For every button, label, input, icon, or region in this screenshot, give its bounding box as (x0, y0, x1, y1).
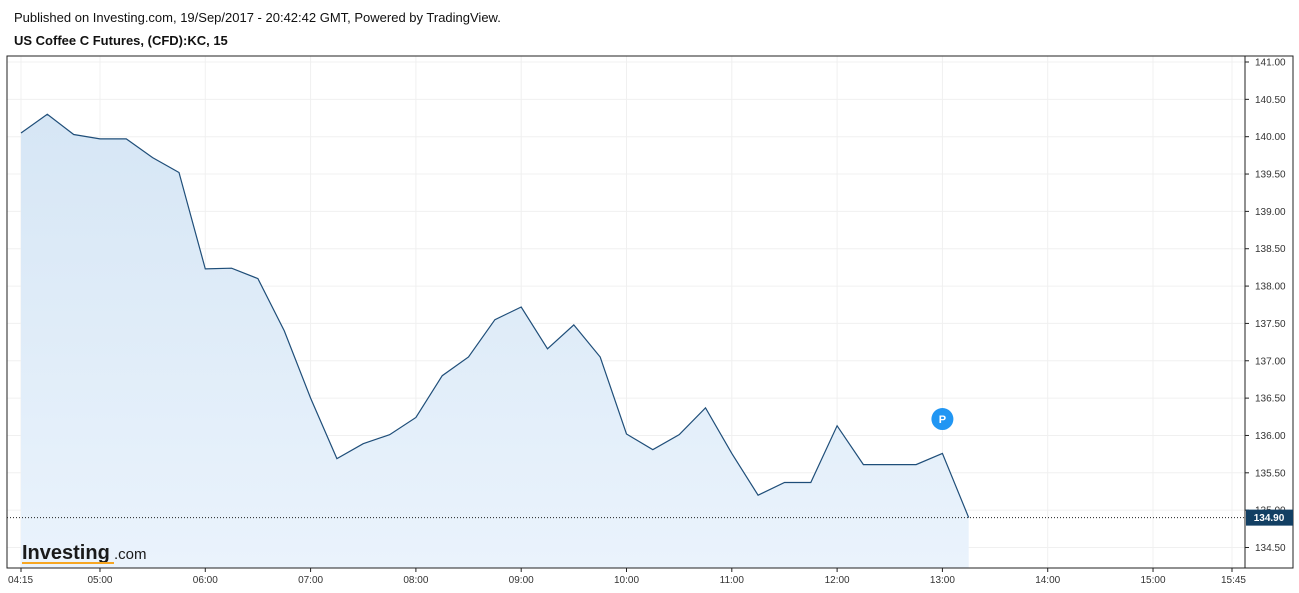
y-tick-label: 136.00 (1255, 431, 1286, 442)
event-marker-icon[interactable]: P (931, 408, 954, 431)
x-tick-label: 09:00 (509, 575, 534, 586)
logo-text: Investing (22, 542, 110, 564)
x-tick-label: 12:00 (825, 575, 850, 586)
x-tick-label: 11:00 (720, 575, 745, 586)
x-tick-label: 08:00 (403, 575, 428, 586)
y-tick-label: 135.50 (1255, 468, 1286, 479)
y-tick-label: 138.50 (1255, 244, 1286, 255)
y-tick-label: 134.50 (1255, 543, 1286, 554)
x-tick-label: 06:00 (193, 575, 218, 586)
y-tick-label: 141.00 (1255, 58, 1286, 69)
chart-title: US Coffee C Futures, (CFD):KC, 15 (14, 33, 228, 48)
x-tick-label: 13:00 (930, 575, 955, 586)
y-tick-label: 140.50 (1255, 95, 1286, 106)
logo-underline (22, 562, 114, 564)
published-note: Published on Investing.com, 19/Sep/2017 … (14, 10, 501, 25)
last-price-badge: 134.90 (1246, 509, 1293, 526)
y-tick-label: 137.50 (1255, 319, 1286, 330)
x-tick-label: 05:00 (87, 575, 112, 586)
data-points (20, 114, 969, 518)
y-tick-label: 136.50 (1255, 394, 1286, 405)
x-tick-label: 15:00 (1141, 575, 1166, 586)
y-tick-label: 140.00 (1255, 132, 1286, 143)
marker-label: P (939, 414, 946, 426)
y-tick-label: 137.00 (1255, 356, 1286, 367)
logo-suffix: .com (114, 546, 147, 563)
investing-logo: Investing .com (22, 542, 147, 564)
x-tick-label: 04:15 (8, 575, 33, 586)
price-axis: 134.50135.00135.50136.00136.50137.00137.… (1245, 58, 1286, 554)
last-price-label: 134.90 (1254, 513, 1285, 524)
x-tick-label: 15:45 (1221, 575, 1246, 586)
x-tick-label: 14:00 (1035, 575, 1060, 586)
x-tick-label: 10:00 (614, 575, 639, 586)
y-tick-label: 139.00 (1255, 207, 1286, 218)
price-axis-frame (1244, 55, 1294, 569)
price-area (21, 114, 969, 569)
x-tick-label: 07:00 (298, 575, 323, 586)
time-axis: 04:15 05:00 06:00 07:00 08:00 09:00 10:00 11:00… (8, 568, 1246, 586)
y-tick-label: 138.00 (1255, 282, 1286, 293)
y-tick-label: 139.50 (1255, 170, 1286, 181)
